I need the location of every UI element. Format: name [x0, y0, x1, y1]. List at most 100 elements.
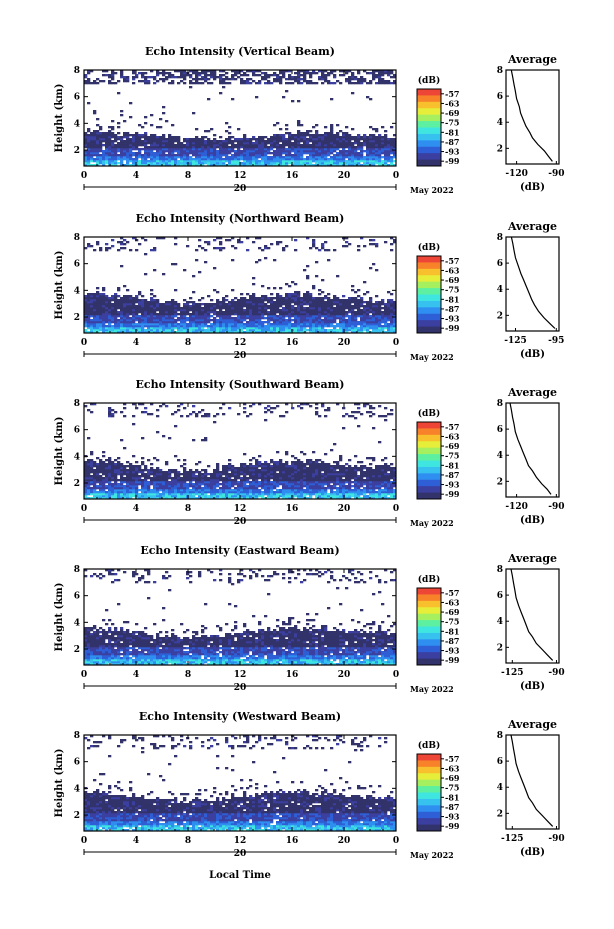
heatmap-cell — [168, 82, 172, 85]
heatmap-cell — [300, 146, 304, 149]
heatmap-cell — [297, 325, 301, 328]
heatmap-cell — [96, 327, 100, 330]
heatmap-cell — [327, 152, 331, 155]
heatmap-cell — [138, 469, 142, 472]
heatmap-cell — [240, 317, 244, 320]
heatmap-cell — [150, 467, 154, 470]
heatmap-cell — [333, 134, 337, 137]
heatmap-cell — [114, 479, 118, 482]
heatmap-cell — [156, 313, 160, 316]
heatmap-cell — [132, 475, 136, 478]
heatmap-cell — [105, 465, 109, 468]
heatmap-cell — [213, 469, 217, 472]
heatmap-cell — [102, 150, 106, 153]
heatmap-cell — [102, 489, 106, 492]
heatmap-cell — [111, 303, 115, 306]
heatmap-cell — [249, 307, 253, 310]
heatmap-cell — [252, 323, 256, 326]
heatmap-cell — [285, 156, 289, 159]
heatmap-cell — [267, 287, 271, 290]
heatmap-cell — [210, 164, 214, 167]
heatmap-cell — [327, 259, 331, 262]
heatmap-cell — [315, 82, 319, 85]
heatmap-cell — [375, 327, 379, 330]
heatmap-cell — [87, 461, 91, 464]
heatmap-cell — [162, 273, 166, 276]
heatmap-cell — [300, 323, 304, 326]
heatmap-cell — [213, 497, 217, 500]
heatmap-cell — [198, 78, 202, 81]
heatmap-cell — [243, 72, 247, 75]
heatmap-cell — [219, 237, 223, 240]
heatmap-cell — [141, 140, 145, 143]
heatmap-cell — [105, 243, 109, 246]
heatmap-cell — [288, 299, 292, 302]
heatmap-cell — [342, 299, 346, 302]
heatmap-cell — [237, 241, 241, 244]
heatmap-cell — [132, 469, 136, 472]
heatmap-cell — [117, 287, 121, 290]
heatmap-cell — [273, 124, 277, 127]
heatmap-cell — [360, 301, 364, 304]
heatmap-cell — [198, 239, 202, 242]
heatmap-cell — [234, 162, 238, 165]
heatmap-cell — [300, 70, 304, 73]
heatmap-cell — [114, 481, 118, 484]
heatmap-cell — [105, 136, 109, 139]
heatmap-cell — [285, 329, 289, 332]
heatmap-cell — [162, 154, 166, 157]
heatmap-cell — [255, 74, 259, 77]
heatmap-cell — [237, 160, 241, 163]
heatmap-cell — [207, 82, 211, 85]
heatmap-cell — [318, 154, 322, 157]
heatmap-cell — [204, 72, 208, 75]
heatmap-cell — [354, 291, 358, 294]
heatmap-cell — [114, 164, 118, 167]
heatmap-cell — [177, 495, 181, 498]
heatmap-cell — [309, 76, 313, 79]
heatmap-cell — [162, 435, 166, 438]
heatmap-cell — [195, 327, 199, 330]
heatmap-cell — [261, 138, 265, 141]
heatmap-cell — [120, 70, 124, 73]
heatmap-cell — [192, 405, 196, 408]
heatmap-cell — [102, 463, 106, 466]
heatmap-cell — [102, 287, 106, 290]
heatmap-cell — [144, 146, 148, 149]
heatmap-cell — [291, 305, 295, 308]
heatmap-cell — [285, 124, 289, 127]
heatmap-cell — [147, 459, 151, 462]
heatmap-cell — [90, 144, 94, 147]
heatmap-cell — [180, 309, 184, 312]
heatmap-cell — [327, 164, 331, 167]
heatmap-cell — [141, 156, 145, 159]
heatmap-cell — [318, 140, 322, 143]
heatmap-cell — [351, 92, 355, 95]
heatmap-cell — [135, 76, 139, 79]
heatmap-cell — [387, 140, 391, 143]
heatmap-cell — [105, 301, 109, 304]
heatmap-cell — [300, 303, 304, 306]
heatmap-cell — [150, 483, 154, 486]
heatmap-cell — [306, 156, 310, 159]
heatmap-cell — [315, 303, 319, 306]
heatmap-cell — [318, 319, 322, 322]
heatmap-cell — [111, 487, 115, 490]
heatmap-cell — [207, 305, 211, 308]
heatmap-cell — [174, 138, 178, 141]
heatmap-cell — [282, 299, 286, 302]
heatmap-cell — [225, 122, 229, 125]
heatmap-cell — [252, 303, 256, 306]
heatmap-cell — [180, 158, 184, 161]
heatmap-cell — [105, 132, 109, 135]
heatmap-cell — [348, 325, 352, 328]
heatmap-cell — [174, 455, 178, 458]
heatmap-cell — [228, 132, 232, 135]
heatmap-cell — [84, 160, 88, 163]
heatmap-cell — [306, 325, 310, 328]
heatmap-cell — [294, 156, 298, 159]
heatmap-cell — [123, 317, 127, 320]
heatmap-cell — [318, 158, 322, 161]
heatmap-cell — [120, 148, 124, 151]
heatmap-cell — [345, 305, 349, 308]
